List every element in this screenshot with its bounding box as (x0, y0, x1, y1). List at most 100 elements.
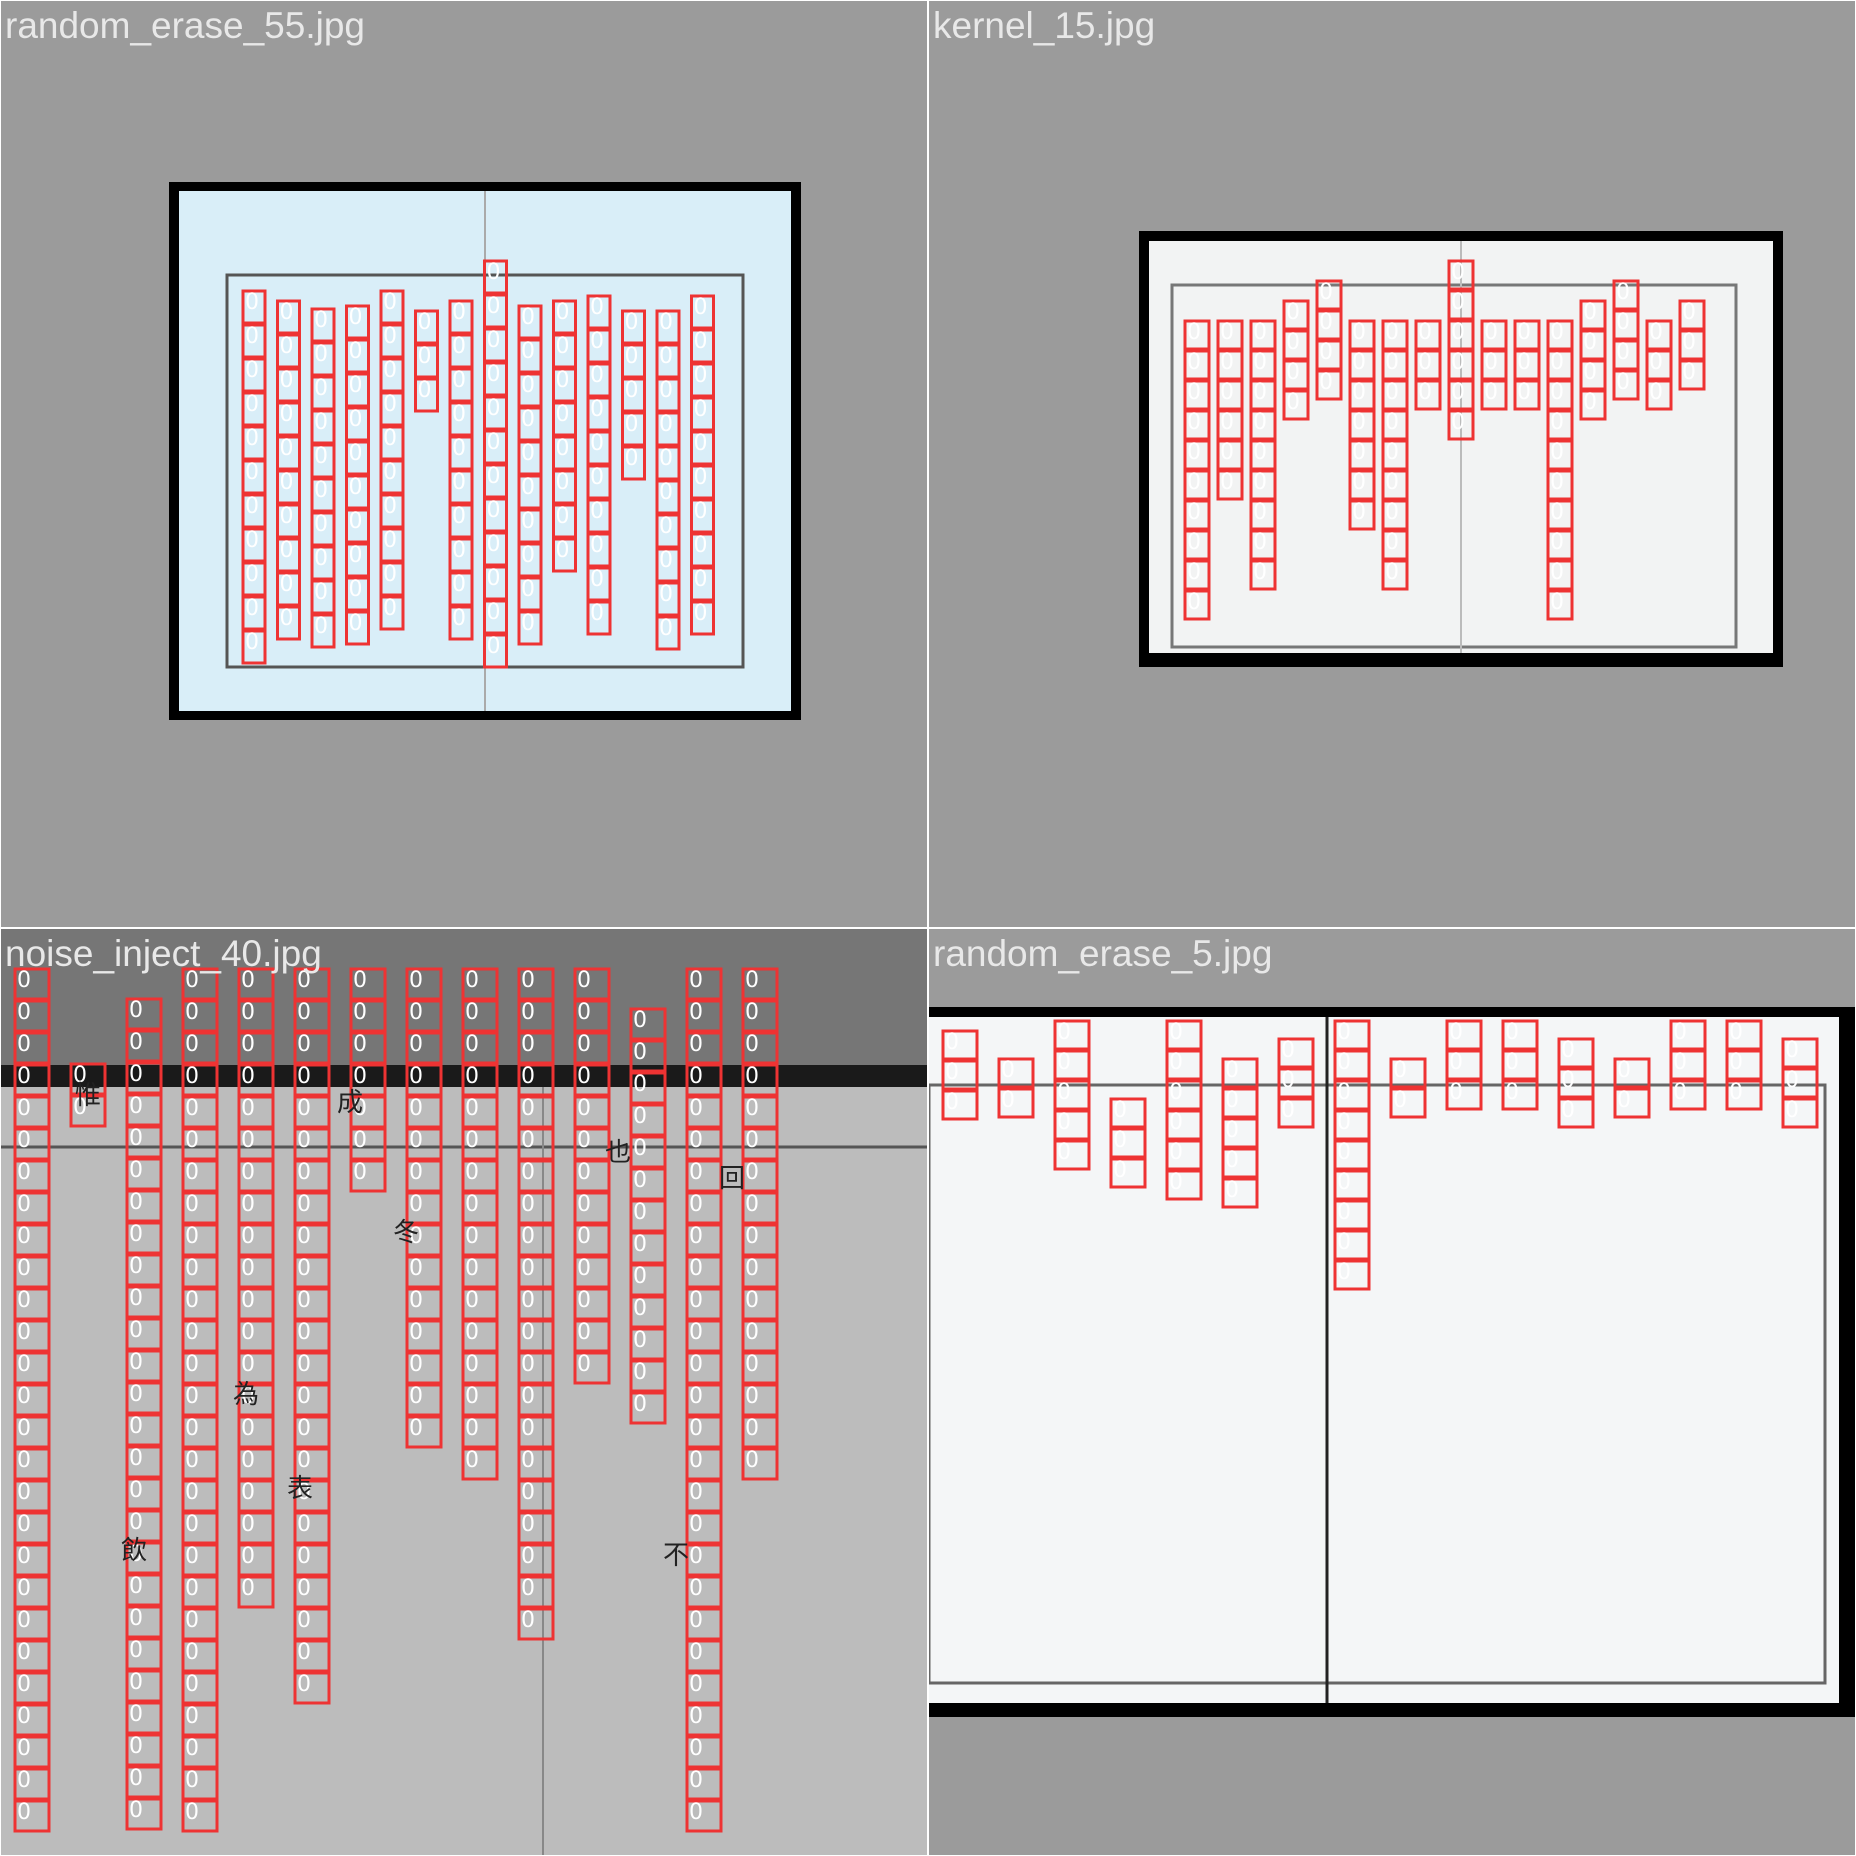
detection-box-label: 0 (409, 1000, 423, 1025)
detection-box-label: 0 (556, 504, 570, 529)
detection-box (517, 1511, 555, 1545)
detection-box-label: 0 (17, 1384, 31, 1409)
detection-box (293, 1383, 331, 1417)
detection-box-label: 0 (185, 1320, 199, 1345)
detection-box (1613, 1087, 1651, 1119)
detection-box (237, 999, 275, 1033)
detection-box (517, 1415, 555, 1449)
detection-box (621, 377, 646, 413)
detection-box-label: 0 (465, 968, 479, 993)
detection-box-label: 0 (17, 1608, 31, 1633)
detection-box (405, 1223, 443, 1257)
detection-box (461, 967, 499, 1001)
detection-box (685, 1767, 723, 1801)
detection-box (685, 1255, 723, 1289)
detection-box (310, 511, 336, 547)
detection-box-label: 0 (17, 1032, 31, 1057)
detection-box (1249, 469, 1277, 501)
detection-box (125, 1349, 163, 1383)
detection-box (1053, 1139, 1091, 1171)
detection-box (405, 1415, 443, 1449)
detection-box (483, 565, 508, 601)
detection-box (125, 1221, 163, 1255)
detection-box (125, 1541, 163, 1575)
detection-box-label: 0 (521, 475, 535, 500)
detection-box-label: 0 (1337, 1260, 1351, 1285)
detection-box-label: 0 (521, 1512, 535, 1537)
detection-box-label: 0 (689, 1224, 703, 1249)
detection-box (1546, 499, 1574, 531)
detection-box-label: 0 (487, 600, 501, 625)
detection-box (379, 493, 405, 529)
detection-box (293, 1447, 331, 1481)
detection-box (237, 1575, 275, 1609)
detection-box (125, 1029, 163, 1063)
detection-box-label: 0 (17, 1512, 31, 1537)
detection-box (237, 1319, 275, 1353)
detection-box-label: 0 (297, 1352, 311, 1377)
detection-box-label: 0 (521, 1064, 535, 1089)
detection-box-label: 0 (353, 1000, 367, 1025)
detection-box-label: 0 (280, 334, 294, 359)
detection-box-label: 0 (409, 1064, 423, 1089)
detection-box-label: 0 (745, 1352, 759, 1377)
detection-box-label: 0 (129, 1094, 143, 1119)
detection-box-label: 0 (1187, 440, 1201, 465)
detection-box (1249, 409, 1277, 441)
detection-box (685, 1799, 723, 1833)
detection-box-label: 0 (245, 528, 259, 553)
detection-box (517, 1063, 555, 1097)
detection-box (483, 259, 508, 295)
detection-box-label: 0 (129, 1382, 143, 1407)
detection-box (1445, 1019, 1483, 1051)
detection-box (181, 1095, 219, 1129)
detection-box (1389, 1087, 1427, 1119)
detection-box-label: 0 (521, 339, 535, 364)
detection-box-label: 0 (633, 1136, 647, 1161)
detection-box-label: 0 (590, 601, 604, 626)
detection-box-label: 0 (487, 498, 501, 523)
detection-box-label: 0 (383, 324, 397, 349)
detection-box-label: 0 (297, 1384, 311, 1409)
detection-box-label: 0 (590, 329, 604, 354)
detection-box (1546, 379, 1574, 411)
detection-box-label: 0 (1418, 380, 1432, 405)
detection-box-label: 0 (314, 376, 328, 401)
detection-box (517, 542, 543, 578)
detection-box (448, 367, 474, 403)
detection-box (685, 1063, 723, 1097)
detection-box-label: 0 (1385, 440, 1399, 465)
detection-box (655, 513, 681, 549)
detection-box-label: 0 (1385, 380, 1399, 405)
detection-box (13, 1063, 51, 1097)
detection-box-label: 0 (185, 1544, 199, 1569)
detection-box-label: 0 (185, 1352, 199, 1377)
detection-box (685, 1159, 723, 1193)
detection-box (1501, 1019, 1539, 1051)
detection-box-label: 0 (521, 577, 535, 602)
detection-box (448, 435, 474, 471)
detection-box (448, 503, 474, 539)
detection-box-label: 0 (745, 1032, 759, 1057)
detection-box (629, 1231, 667, 1265)
detection-box (181, 1703, 219, 1737)
detection-box (483, 293, 508, 329)
detection-box (1333, 1079, 1371, 1111)
detection-box-label: 0 (314, 410, 328, 435)
detection-box (461, 1223, 499, 1257)
detection-box (586, 600, 612, 636)
detection-box (1183, 379, 1211, 411)
detection-box (517, 1447, 555, 1481)
detection-box-label: 0 (689, 1544, 703, 1569)
detection-box (1277, 1097, 1315, 1129)
detection-box-label: 0 (487, 396, 501, 421)
tile-noise-inject-40: 0 0 0 0 0 0 0 0 0 0 0 0 0 0 0 0 0 0 0 0 0 0 0 0 0 0 0 0 0 0 0 0 0 0 0 0 0 0 0 0… (1, 929, 927, 1855)
detection-box-label: 0 (1253, 320, 1267, 345)
detection-box (13, 1351, 51, 1385)
detection-box (655, 479, 681, 515)
detection-box-label: 0 (1220, 440, 1234, 465)
detection-box-label: 0 (185, 1640, 199, 1665)
detection-box-label: 0 (1187, 500, 1201, 525)
detection-box (13, 1287, 51, 1321)
detection-box-label: 0 (17, 1480, 31, 1505)
